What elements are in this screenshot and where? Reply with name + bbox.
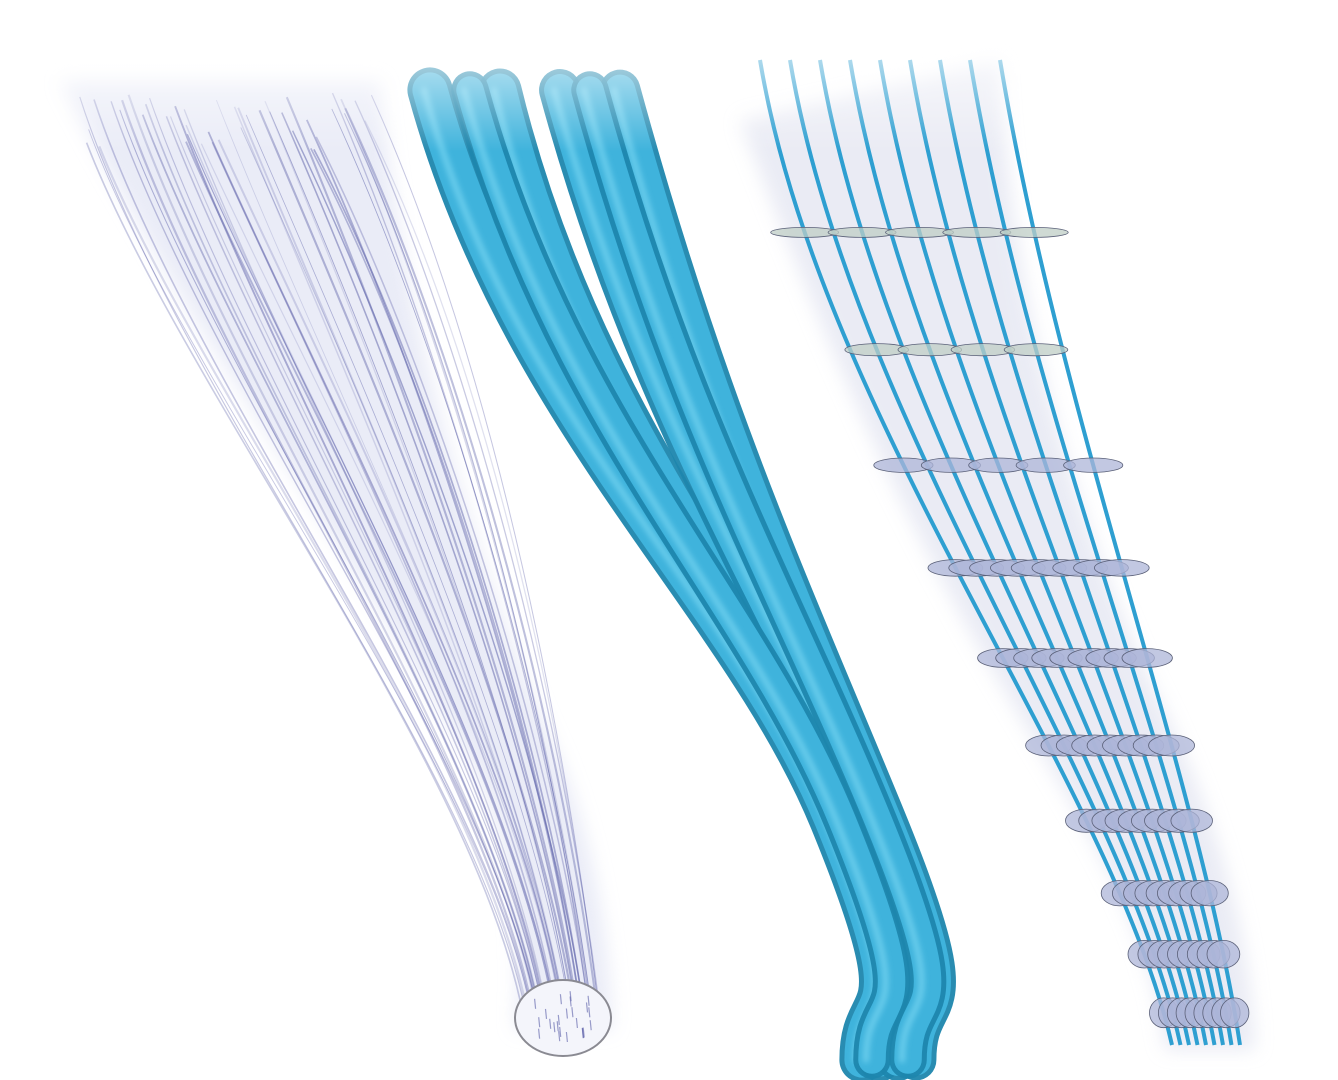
hair-strand-figure <box>0 0 1338 1080</box>
top-fade <box>0 0 1338 1080</box>
